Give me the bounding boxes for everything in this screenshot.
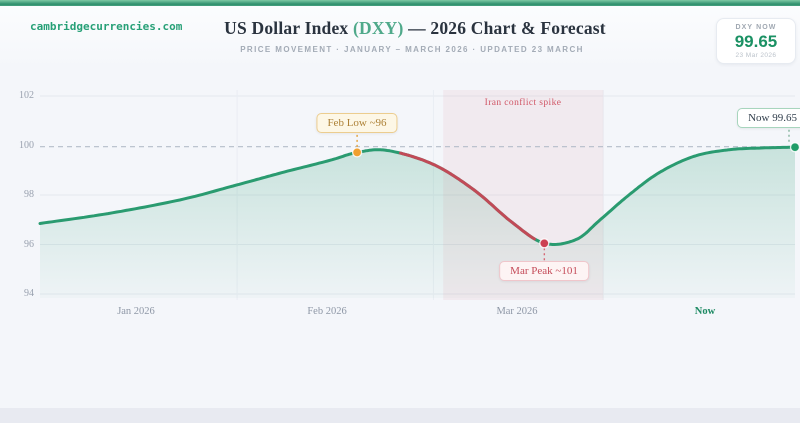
x-tick-jan-2026: Jan 2026 (117, 306, 155, 317)
bottom-bar (0, 408, 800, 423)
y-tick-98: 98 (24, 189, 34, 200)
x-tick-now: Now (694, 306, 716, 317)
title-suffix: — 2026 Chart & Forecast (403, 18, 606, 38)
area-fill (40, 147, 795, 298)
dxy-now-badge: DXY NOW 99.65 23 Mar 2026 (716, 18, 796, 65)
title-ticker: (DXY) (352, 18, 404, 38)
badge-label: DXY NOW (735, 24, 777, 31)
chart-canvas (38, 90, 800, 300)
title-prefix: US Dollar Index (224, 18, 353, 38)
y-tick-100: 100 (19, 140, 34, 151)
data-point-markers (351, 142, 800, 249)
top-accent-bar (0, 0, 800, 6)
x-tick-feb-2026: Feb 2026 (307, 306, 347, 317)
page-title: US Dollar Index (DXY) — 2026 Chart & For… (224, 18, 606, 39)
badge-value: 99.65 (734, 32, 778, 51)
x-tick-mar-2026: Mar 2026 (496, 306, 538, 317)
y-tick-94: 94 (24, 288, 34, 299)
y-tick-102: 102 (19, 90, 34, 101)
page-subtitle: PRICE MOVEMENT · JANUARY – MARCH 2026 · … (240, 45, 584, 54)
y-tick-96: 96 (24, 239, 34, 250)
band-label: Iran conflict spike (484, 98, 562, 108)
annotation-now-value: Now 99.65 (737, 108, 800, 128)
header: cambridgecurrencies.com US Dollar Index … (0, 6, 800, 66)
badge-date: 23 Mar 2026 (735, 52, 777, 60)
price-line (38, 145, 797, 246)
annotation-feb-low: Feb Low ~96 (316, 113, 398, 133)
annotation-connectors (356, 129, 790, 261)
brand-link[interactable]: cambridgecurrencies.com (30, 20, 183, 33)
annotation-mar-peak: Mar Peak ~101 (499, 261, 589, 281)
